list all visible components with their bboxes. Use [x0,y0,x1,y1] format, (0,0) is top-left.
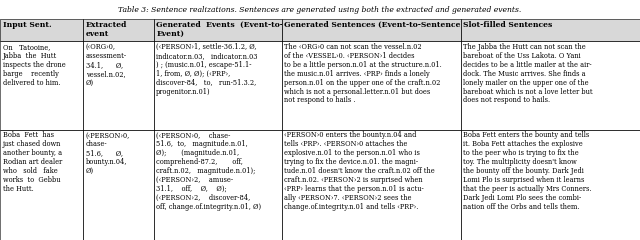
Bar [154,19,282,41]
Text: On   Tatooine,
Jabba  the  Hutt
inspects the drone
barge    recently
delivered t: On Tatooine, Jabba the Hutt inspects the… [3,43,65,87]
Bar [83,130,154,240]
Bar [282,19,461,41]
Text: Extracted
event: Extracted event [86,21,127,38]
Text: Generated Sentences (Event-to-Sentence): Generated Sentences (Event-to-Sentence) [284,21,464,29]
Bar [0,130,83,240]
Text: ‹PERSON›0 enters the bounty.n.04 and
tells ‹PRP›. ‹PERSON›0 attaches the
explosi: ‹PERSON›0 enters the bounty.n.04 and tel… [284,131,435,210]
Bar [83,19,154,41]
Text: (‹PERSON›1, settle-36.1.2, Ø,
indicator.n.03,   indicator.n.03
) ; (music.n.01, : (‹PERSON›1, settle-36.1.2, Ø, indicator.… [156,43,258,96]
Text: (‹ORG›0,
assessment-
34.1,      Ø,
vessel.n.02,
Ø): (‹ORG›0, assessment- 34.1, Ø, vessel.n.0… [86,43,127,87]
Text: Slot-filled Sentences: Slot-filled Sentences [463,21,553,29]
Bar [83,19,154,41]
Text: Table 3: Sentence realizations. Sentences are generated using both the extracted: Table 3: Sentence realizations. Sentence… [118,6,522,14]
Bar [282,41,461,130]
Bar [282,19,461,41]
Text: Boba  Fett  has
just chased down
another bounty, a
Rodian art dealer
who   sold : Boba Fett has just chased down another b… [3,131,62,193]
Text: The Jabba the Hutt can not scan the
bareboat of the Uss Lakota. O Yani
decides t: The Jabba the Hutt can not scan the bare… [463,43,593,104]
Bar [0,19,83,41]
Text: (‹PERSON›0,    chase-
51.6,  to,   magnitude.n.01,
Ø);       (magnitude.n.01,
co: (‹PERSON›0, chase- 51.6, to, magnitude.n… [156,131,261,210]
Bar [154,41,282,130]
Text: Boba Fett enters the bounty and tells
it. Boba Fett attaches the explosive
to th: Boba Fett enters the bounty and tells it… [463,131,592,210]
Bar [83,41,154,130]
Bar [154,19,282,41]
Bar [461,19,640,41]
Bar [461,130,640,240]
Text: (‹PERSON›0,
chase-
51.6,      Ø,
bounty.n.04,
Ø): (‹PERSON›0, chase- 51.6, Ø, bounty.n.04,… [86,131,130,175]
Bar [0,19,83,41]
Bar [461,41,640,130]
Bar [461,19,640,41]
Text: Generated  Events  (Event-to-
Event): Generated Events (Event-to- Event) [156,21,283,38]
Bar [282,130,461,240]
Bar [154,130,282,240]
Text: Input Sent.: Input Sent. [3,21,51,29]
Text: The ‹ORG›0 can not scan the vessel.n.02
of the ‹VESSEL›0. ‹PERSON›1 decides
to b: The ‹ORG›0 can not scan the vessel.n.02 … [284,43,442,104]
Bar [0,41,83,130]
